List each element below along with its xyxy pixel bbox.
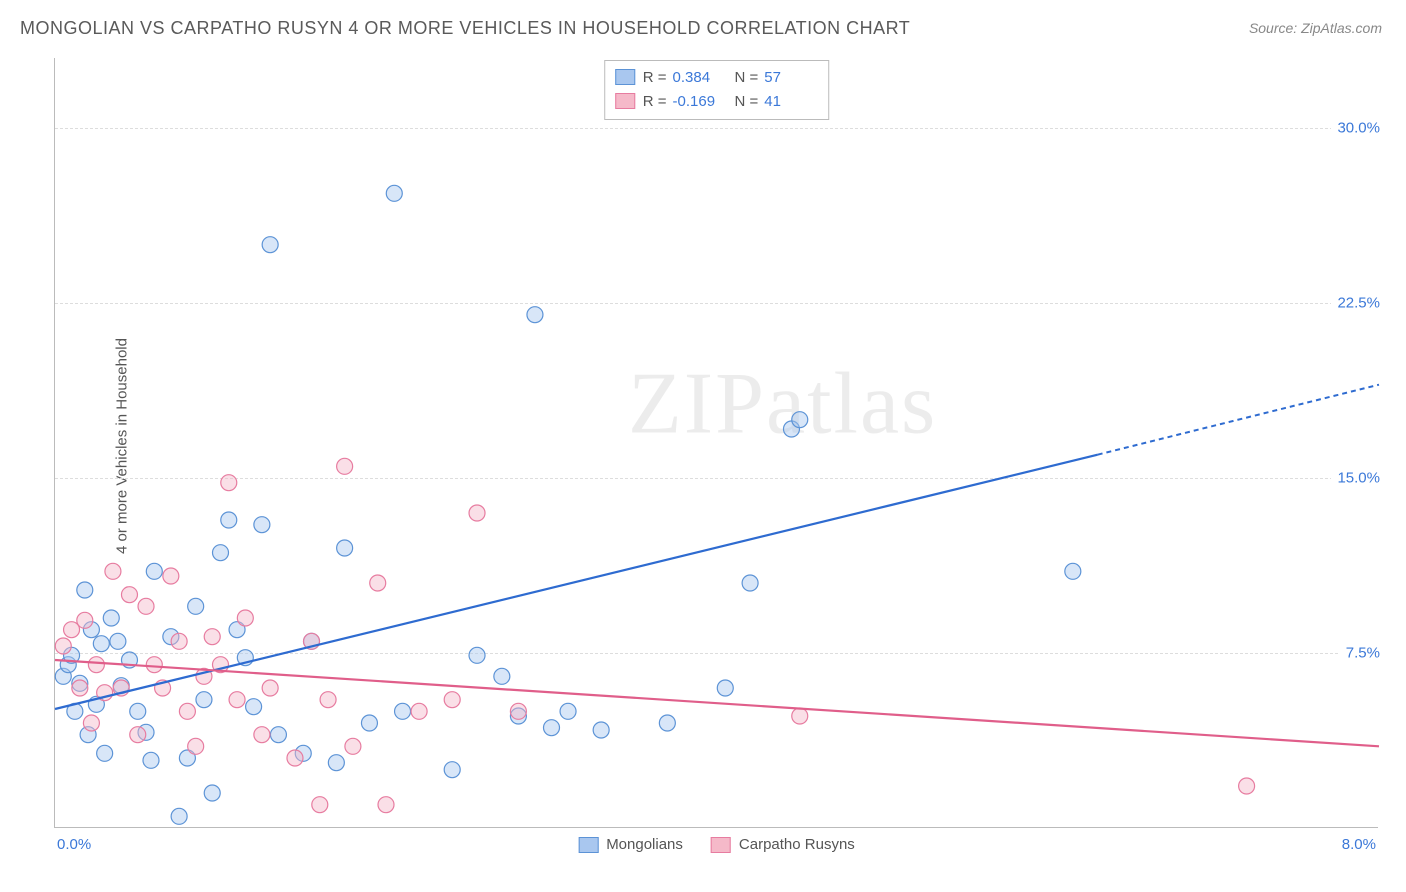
data-point bbox=[494, 668, 510, 684]
data-point bbox=[411, 703, 427, 719]
data-point bbox=[105, 563, 121, 579]
trend-line-extrapolated bbox=[1098, 385, 1379, 455]
r-label: R = bbox=[643, 93, 667, 110]
legend-label: Mongolians bbox=[606, 836, 683, 853]
legend-label: Carpatho Rusyns bbox=[739, 836, 855, 853]
legend-row-carpatho: R = -0.169 N = 41 bbox=[615, 89, 819, 113]
data-point bbox=[188, 738, 204, 754]
swatch-icon bbox=[615, 93, 635, 109]
data-point bbox=[469, 505, 485, 521]
data-point bbox=[213, 545, 229, 561]
r-value: 0.384 bbox=[673, 69, 727, 86]
data-point bbox=[254, 517, 270, 533]
data-point bbox=[510, 703, 526, 719]
x-tick-max: 8.0% bbox=[1342, 836, 1376, 853]
data-point bbox=[146, 563, 162, 579]
data-point bbox=[246, 699, 262, 715]
n-label: N = bbox=[735, 69, 759, 86]
data-point bbox=[361, 715, 377, 731]
source-label: Source: ZipAtlas.com bbox=[1249, 20, 1382, 36]
data-point bbox=[221, 512, 237, 528]
data-point bbox=[237, 610, 253, 626]
data-point bbox=[121, 587, 137, 603]
data-point bbox=[593, 722, 609, 738]
data-point bbox=[143, 752, 159, 768]
data-point bbox=[287, 750, 303, 766]
data-point bbox=[345, 738, 361, 754]
data-point bbox=[138, 598, 154, 614]
x-tick-min: 0.0% bbox=[57, 836, 91, 853]
data-point bbox=[55, 638, 71, 654]
data-point bbox=[163, 568, 179, 584]
data-point bbox=[72, 680, 88, 696]
data-point bbox=[130, 727, 146, 743]
data-point bbox=[97, 745, 113, 761]
data-point bbox=[110, 633, 126, 649]
chart-svg bbox=[55, 58, 1378, 827]
data-point bbox=[328, 755, 344, 771]
data-point bbox=[560, 703, 576, 719]
data-point bbox=[146, 657, 162, 673]
data-point bbox=[93, 636, 109, 652]
data-point bbox=[188, 598, 204, 614]
data-point bbox=[792, 412, 808, 428]
swatch-icon bbox=[578, 837, 598, 853]
legend-item-carpatho: Carpatho Rusyns bbox=[711, 836, 855, 853]
series-legend: Mongolians Carpatho Rusyns bbox=[578, 836, 855, 853]
data-point bbox=[83, 715, 99, 731]
data-point bbox=[196, 692, 212, 708]
data-point bbox=[742, 575, 758, 591]
data-point bbox=[1239, 778, 1255, 794]
data-point bbox=[204, 629, 220, 645]
data-point bbox=[395, 703, 411, 719]
data-point bbox=[270, 727, 286, 743]
data-point bbox=[312, 797, 328, 813]
data-point bbox=[469, 647, 485, 663]
data-point bbox=[792, 708, 808, 724]
data-point bbox=[204, 785, 220, 801]
data-point bbox=[262, 680, 278, 696]
data-point bbox=[171, 808, 187, 824]
data-point bbox=[171, 633, 187, 649]
data-point bbox=[77, 582, 93, 598]
correlation-legend: R = 0.384 N = 57 R = -0.169 N = 41 bbox=[604, 60, 830, 120]
data-point bbox=[370, 575, 386, 591]
r-value: -0.169 bbox=[673, 93, 727, 110]
data-point bbox=[262, 237, 278, 253]
data-point bbox=[544, 720, 560, 736]
data-point bbox=[337, 540, 353, 556]
data-point bbox=[320, 692, 336, 708]
data-point bbox=[179, 703, 195, 719]
legend-row-mongolians: R = 0.384 N = 57 bbox=[615, 65, 819, 89]
data-point bbox=[717, 680, 733, 696]
data-point bbox=[88, 657, 104, 673]
data-point bbox=[444, 762, 460, 778]
data-point bbox=[378, 797, 394, 813]
legend-item-mongolians: Mongolians bbox=[578, 836, 683, 853]
data-point bbox=[386, 185, 402, 201]
r-label: R = bbox=[643, 69, 667, 86]
data-point bbox=[1065, 563, 1081, 579]
swatch-icon bbox=[711, 837, 731, 853]
swatch-icon bbox=[615, 69, 635, 85]
n-value: 41 bbox=[764, 93, 818, 110]
n-value: 57 bbox=[764, 69, 818, 86]
data-point bbox=[229, 692, 245, 708]
data-point bbox=[103, 610, 119, 626]
plot-area: ZIPatlas 7.5%15.0%22.5%30.0% 0.0% 8.0% R… bbox=[54, 58, 1378, 828]
data-point bbox=[221, 475, 237, 491]
chart-title: MONGOLIAN VS CARPATHO RUSYN 4 OR MORE VE… bbox=[20, 18, 910, 39]
data-point bbox=[444, 692, 460, 708]
data-point bbox=[527, 307, 543, 323]
data-point bbox=[337, 458, 353, 474]
data-point bbox=[659, 715, 675, 731]
n-label: N = bbox=[735, 93, 759, 110]
data-point bbox=[130, 703, 146, 719]
data-point bbox=[77, 612, 93, 628]
data-point bbox=[254, 727, 270, 743]
